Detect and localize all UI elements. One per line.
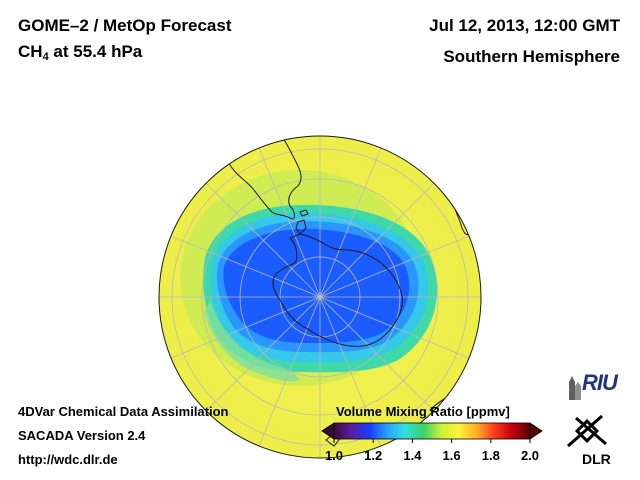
forecast-date: Jul 12, 2013, 12:00 GMT xyxy=(429,16,620,35)
species-subscript: 4 xyxy=(42,51,49,63)
colorbar-gradient xyxy=(333,422,531,440)
colorbar-tick-label: 1.4 xyxy=(403,448,422,463)
species-level: at 55.4 hPa xyxy=(53,42,143,61)
colorbar-tick-label: 1.6 xyxy=(443,448,461,463)
colorbar-tick-label: 1.2 xyxy=(364,448,382,463)
antarctic-peninsula-coast xyxy=(295,219,307,235)
colorbar-left-arrow xyxy=(321,422,335,440)
colorbar-title: Volume Mixing Ratio [ppmv] xyxy=(336,404,510,419)
footer-url[interactable]: http://wdc.dlr.de xyxy=(18,452,118,467)
antarctica-coast xyxy=(272,233,403,347)
species-title: CH4 at 55.4 hPa xyxy=(18,42,142,63)
product-title: GOME–2 / MetOp Forecast xyxy=(18,16,232,35)
graticule xyxy=(159,136,481,458)
colorbar: 1.0 1.2 1.4 1.6 1.8 2.0 xyxy=(321,422,543,463)
riu-logo-icon xyxy=(569,376,581,400)
colorbar-right-arrow xyxy=(529,422,543,440)
colorbar-tick-label: 1.0 xyxy=(325,448,343,463)
madagascar-coast xyxy=(471,198,479,218)
riu-logo-text: RIU xyxy=(582,370,618,395)
globe-outline xyxy=(158,135,482,459)
footer-line-2: SACADA Version 2.4 xyxy=(18,428,146,443)
region-label: Southern Hemisphere xyxy=(443,47,620,66)
south-pole-marker xyxy=(314,291,326,303)
colorbar-tick-label: 2.0 xyxy=(521,448,539,463)
colorbar-tick-label: 1.8 xyxy=(482,448,500,463)
south-america-coast xyxy=(211,136,302,220)
dlr-logo-text: DLR xyxy=(582,451,611,467)
species-prefix: CH xyxy=(18,42,43,61)
dlr-logo-icon xyxy=(567,414,607,448)
footer-line-1: 4DVar Chemical Data Assimilation xyxy=(18,404,229,419)
falklands-coast xyxy=(299,209,309,217)
